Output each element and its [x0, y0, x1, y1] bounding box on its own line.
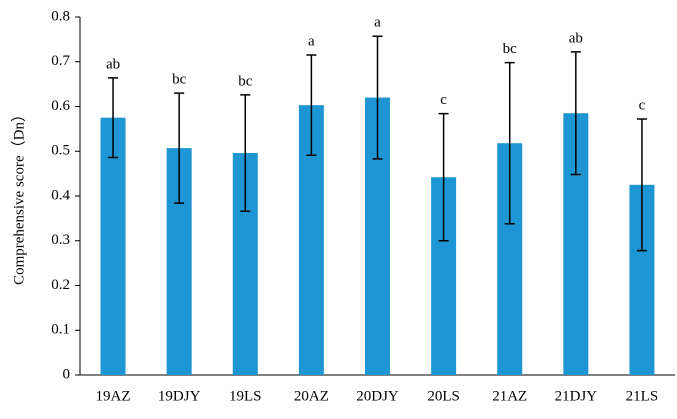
x-tick-label: 19DJY	[158, 388, 201, 404]
error-bar	[240, 94, 251, 212]
y-tick-label: 0.6	[51, 98, 70, 114]
error-bar	[108, 77, 119, 159]
annotation: ab	[569, 30, 583, 46]
x-tick-label: 21AZ	[492, 388, 527, 404]
annotation: bc	[503, 41, 518, 57]
error-bar	[306, 54, 317, 157]
annotation: ab	[106, 56, 120, 72]
y-tick-label: 0.3	[51, 232, 70, 248]
y-tick-label: 0.2	[51, 277, 70, 293]
error-bar	[174, 92, 185, 204]
annotation: a	[308, 33, 315, 49]
annotation: c	[639, 97, 646, 113]
x-tick-label: 21LS	[626, 388, 659, 404]
annotation: bc	[238, 73, 253, 89]
y-tick-label: 0.8	[51, 8, 70, 24]
annotation: bc	[172, 72, 187, 88]
error-bar	[570, 51, 581, 176]
y-tick-label: 0.7	[51, 53, 70, 69]
x-tick-label: 20LS	[427, 388, 460, 404]
x-tick-label: 20AZ	[294, 388, 329, 404]
y-tick-label: 0.5	[51, 143, 70, 159]
bar	[100, 117, 126, 375]
x-tick-label: 21DJY	[555, 388, 598, 404]
x-tick-label: 19LS	[229, 388, 262, 404]
y-axis-label: Comprehensive score（Dn）	[10, 107, 27, 285]
annotation: a	[374, 15, 381, 31]
x-tick-label: 20DJY	[356, 388, 399, 404]
annotation: c	[440, 92, 447, 108]
y-tick-label: 0.1	[51, 322, 70, 338]
x-tick-label: 19AZ	[96, 388, 131, 404]
error-bar	[504, 61, 515, 225]
y-tick-label: 0	[63, 366, 71, 382]
error-bar	[438, 112, 449, 242]
y-tick-label: 0.4	[51, 187, 70, 203]
error-bar	[372, 35, 383, 160]
error-bar	[636, 118, 647, 252]
